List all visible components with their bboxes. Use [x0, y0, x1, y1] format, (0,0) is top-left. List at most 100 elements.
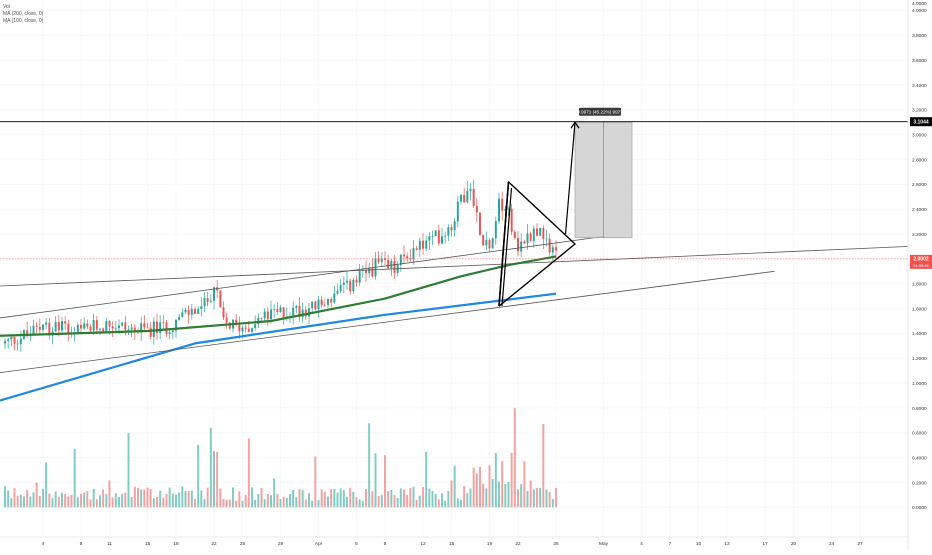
volume-bar: [175, 494, 177, 508]
volume-bar: [168, 487, 171, 508]
volume-bar: [542, 423, 545, 508]
volume-bar: [76, 497, 79, 508]
candle-body: [127, 329, 130, 331]
candle-body: [308, 308, 310, 317]
volume-bar: [86, 490, 89, 508]
candle-body: [184, 309, 187, 313]
volume-bar: [520, 484, 523, 508]
y-tick-label: 4.0000: [912, 8, 927, 14]
volume-bar: [282, 496, 285, 508]
candle-body: [241, 327, 244, 332]
candle-body: [352, 279, 355, 292]
target-arrow-shaft: [564, 122, 576, 235]
candle-body: [349, 280, 352, 292]
x-tick-label: 29: [278, 541, 284, 547]
candle-body: [225, 317, 228, 323]
x-tick-label: 8: [80, 541, 83, 547]
candle-body: [311, 301, 314, 309]
volume-bar: [19, 494, 22, 508]
candle-body: [317, 299, 320, 310]
y-tick-label: 1.4000: [912, 331, 927, 337]
candle-body: [551, 247, 554, 253]
candle-body: [409, 258, 412, 260]
candle-body: [330, 298, 333, 303]
volume-bar: [295, 497, 298, 508]
x-tick-label: 4: [640, 541, 643, 547]
candle-body: [536, 228, 538, 236]
volume-bar: [529, 480, 532, 508]
candle-body: [437, 230, 440, 244]
x-tick-label: 11: [107, 541, 112, 547]
candle-body: [475, 206, 478, 213]
volume-bar: [241, 500, 244, 508]
candle-body: [279, 307, 282, 312]
candle-body: [4, 340, 6, 344]
candle-body: [517, 238, 519, 252]
candle-body: [203, 298, 206, 307]
y-tick-label: 2.8000: [912, 157, 927, 163]
measure-tooltip-text: 0.9971 (45.22%) 9971: [577, 109, 623, 114]
candle-body: [190, 308, 193, 315]
volume-bar: [422, 487, 424, 508]
volume-bar: [377, 496, 380, 508]
y-tick-label: 1.0000: [912, 381, 927, 387]
volume-bar: [99, 495, 101, 508]
volume-bar: [371, 491, 374, 508]
volume-bar: [64, 493, 67, 508]
candle-body: [390, 260, 393, 269]
candle-body: [92, 320, 95, 331]
candle-body: [542, 227, 545, 239]
volume-bar: [194, 498, 196, 508]
candle-body: [244, 327, 247, 329]
candle-body: [463, 194, 466, 203]
candle-body: [520, 241, 523, 252]
trendline: [0, 236, 604, 319]
candle-body: [539, 227, 542, 236]
candle-body: [453, 221, 456, 231]
candle-body: [412, 248, 415, 260]
ma100-line: [0, 255, 557, 337]
volume-bar: [403, 489, 405, 508]
volume-bar: [187, 491, 190, 508]
grid-layer: [0, 0, 908, 537]
flag-pole: [498, 181, 510, 307]
volume-bar: [409, 487, 412, 508]
candle-body: [99, 328, 101, 330]
candle-body: [507, 208, 510, 210]
volume-bar: [523, 461, 526, 508]
flag-pole-2: [501, 187, 513, 307]
volume-bar: [428, 488, 431, 508]
candle-body: [152, 321, 155, 337]
volume-bar: [244, 494, 247, 508]
x-tick-label: 4: [42, 541, 45, 547]
volume-bar: [67, 496, 70, 508]
candle-body: [140, 323, 143, 333]
candle-body: [197, 309, 200, 314]
volume-bar: [130, 497, 133, 508]
candle-body: [159, 322, 162, 333]
volume-bar: [393, 494, 396, 508]
y-tick-label: 0.4000: [912, 455, 927, 461]
volume-bar: [105, 494, 108, 508]
volume-bar: [190, 490, 193, 508]
volume-bar: [485, 488, 488, 508]
volume-bar: [425, 451, 428, 508]
volume-bar: [431, 490, 434, 508]
volume-bar: [270, 495, 272, 508]
candle-body: [146, 327, 149, 329]
volume-bar: [225, 499, 228, 508]
x-tick-label: 7: [669, 541, 672, 547]
volume-bar: [475, 473, 478, 508]
candle-body: [320, 299, 323, 305]
candle-body: [149, 327, 152, 337]
candle-body: [235, 319, 238, 323]
candle-body: [292, 307, 295, 316]
volume-bar: [330, 489, 333, 508]
volume-bar: [48, 493, 51, 508]
volume-bar: [314, 456, 317, 508]
measure-tooltip-bg: [579, 107, 621, 116]
y-tick-label: 0.8000: [912, 406, 927, 412]
candle-body: [266, 311, 269, 320]
y-tick-label: 1.6000: [912, 306, 927, 312]
